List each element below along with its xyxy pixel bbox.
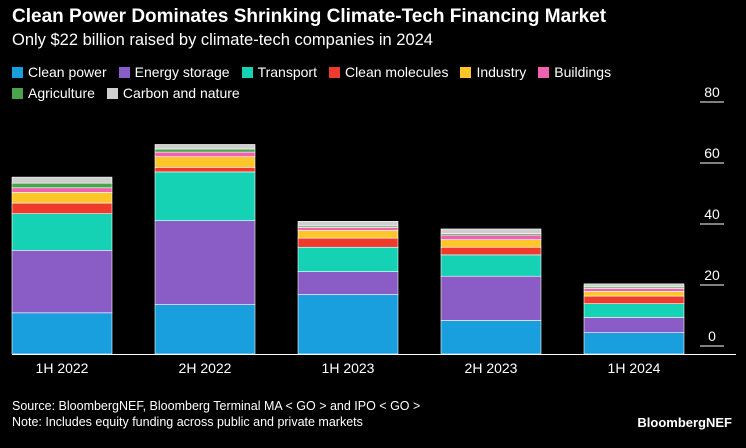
bar-segment — [297, 246, 399, 272]
bar-segment — [440, 234, 542, 240]
legend-swatch — [241, 66, 253, 78]
legend-label: Carbon and nature — [122, 85, 240, 101]
bar-segment — [297, 294, 399, 355]
bar-segment — [154, 171, 256, 222]
y-tick-label: 40 — [704, 206, 720, 222]
bar-stack — [583, 283, 685, 355]
bar-segment — [297, 230, 399, 239]
legend-swatch — [538, 66, 550, 78]
bar-stack — [440, 228, 542, 355]
legend-swatch — [460, 66, 472, 78]
bar-segment — [583, 303, 685, 318]
legend-label: Clean power — [28, 64, 107, 80]
bar-segment — [583, 332, 685, 355]
bar-segment — [11, 192, 113, 204]
x-tick-label: 1H 2022 — [36, 360, 89, 376]
bar-segment — [583, 283, 685, 288]
bar-stack — [154, 144, 256, 355]
legend-item: Transport — [241, 63, 317, 81]
legend-item: Agriculture — [12, 84, 95, 102]
legend-item: Clean power — [12, 63, 107, 81]
legend-label: Buildings — [554, 64, 612, 80]
bar-segment — [440, 320, 542, 355]
legend-item: Carbon and nature — [106, 84, 240, 102]
source-line: Source: BloombergNEF, Bloomberg Terminal… — [12, 399, 421, 413]
bar-segment — [297, 221, 399, 227]
brand-logo: BloombergNEF — [637, 415, 732, 430]
legend-swatch — [12, 66, 23, 78]
legend-swatch — [328, 66, 340, 78]
bar-stack — [297, 221, 399, 355]
legend-item: Energy storage — [118, 63, 230, 81]
x-tick-label: 2H 2022 — [179, 360, 232, 376]
bar-segment — [583, 291, 685, 297]
bar-segment — [11, 187, 113, 193]
bar-segment — [11, 250, 113, 314]
legend: Clean power Energy storage Transport Clean … — [12, 63, 712, 102]
chart-subtitle: Only $22 billion raised by climate-tech … — [12, 31, 433, 49]
bar-segment — [154, 156, 256, 168]
bar-segment — [154, 304, 256, 355]
legend-label: Industry — [476, 64, 527, 80]
bar-segment — [583, 317, 685, 333]
x-tick-label: 1H 2023 — [322, 360, 375, 376]
bar-segment — [154, 144, 256, 150]
bar-segment — [440, 246, 542, 256]
source-note: Source: BloombergNEF, Bloomberg Terminal… — [12, 398, 420, 430]
legend-label: Energy storage — [134, 64, 230, 80]
legend-swatch — [106, 87, 118, 99]
bar-segment — [154, 148, 256, 153]
y-tick-label: 60 — [704, 145, 720, 161]
legend-item: Buildings — [538, 63, 611, 81]
bar-segment — [297, 227, 399, 231]
bar-segment — [440, 239, 542, 248]
bar-segment — [440, 275, 542, 321]
bar-segment — [297, 237, 399, 248]
bar-segment — [154, 151, 256, 157]
bar-segment — [583, 295, 685, 304]
x-tick-label: 1H 2024 — [608, 360, 661, 376]
bar-segment — [11, 182, 113, 189]
bar-segment — [11, 202, 113, 214]
bar-segment — [11, 213, 113, 251]
legend-swatch — [118, 66, 130, 78]
bar-segment — [440, 228, 542, 234]
legend-label: Transport — [257, 64, 317, 80]
y-tick-label: 20 — [704, 267, 720, 283]
y-tick-label: 80 — [704, 84, 720, 100]
bar-segment — [11, 176, 113, 184]
bar-segment — [154, 167, 256, 173]
legend-item: Clean molecules — [328, 63, 449, 81]
bar-segment — [297, 271, 399, 295]
chart-title: Clean Power Dominates Shrinking Climate-… — [12, 6, 607, 27]
bar-segment — [154, 220, 256, 305]
note-line: Note: Includes equity funding across pub… — [12, 415, 363, 429]
y-tick-label: 0 — [708, 328, 716, 344]
x-tick-label: 2H 2023 — [465, 360, 518, 376]
legend-swatch — [12, 87, 23, 99]
bar-segment — [11, 312, 113, 355]
bar-stack — [11, 176, 113, 355]
legend-label: Agriculture — [28, 85, 95, 101]
legend-label: Clean molecules — [344, 64, 449, 80]
bar-segment — [583, 288, 685, 292]
legend-item: Industry — [460, 63, 526, 81]
bar-segment — [440, 254, 542, 277]
